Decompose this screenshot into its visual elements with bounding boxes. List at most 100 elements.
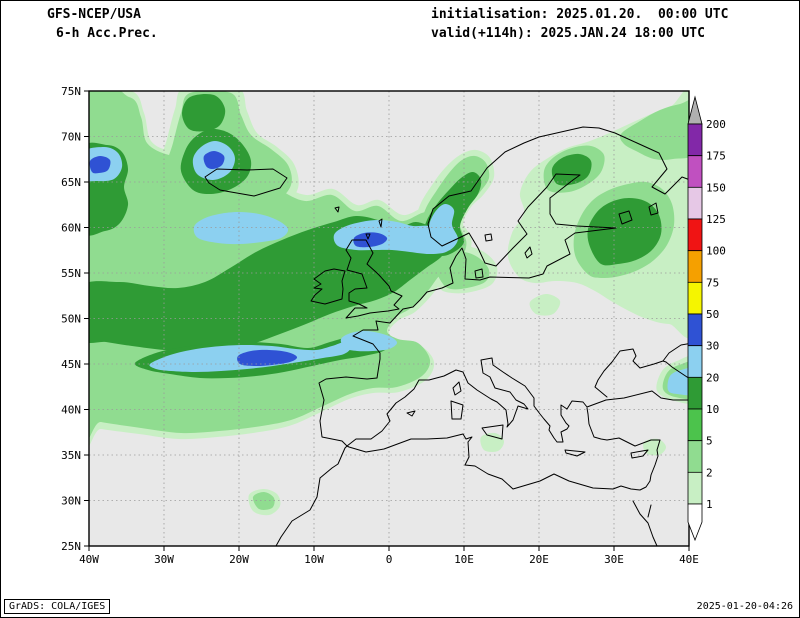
coastline bbox=[365, 233, 371, 240]
colorbar-label: 50 bbox=[706, 308, 719, 321]
lat-axis-label: 55N bbox=[61, 267, 81, 280]
lat-axis-label: 25N bbox=[61, 540, 81, 553]
colorbar-label: 30 bbox=[706, 340, 719, 353]
coastline bbox=[346, 357, 607, 447]
precip-region-royalblue bbox=[353, 232, 388, 248]
precip-region-royalblue bbox=[237, 349, 298, 367]
colorbar-segment bbox=[687, 123, 703, 157]
colorbar-segment bbox=[687, 376, 703, 410]
lon-axis-label: 30W bbox=[154, 553, 174, 566]
coastline bbox=[481, 424, 504, 440]
colorbar-label: 5 bbox=[706, 435, 713, 448]
grads-credit-stamp: GrADS: COLA/IGES bbox=[4, 599, 111, 614]
coastline bbox=[318, 126, 689, 447]
coastline-layer bbox=[204, 126, 689, 546]
coastline bbox=[450, 400, 464, 420]
colorbar-label: 200 bbox=[706, 118, 726, 131]
colorbar-label: 10 bbox=[706, 403, 719, 416]
lat-axis-label: 50N bbox=[61, 313, 81, 326]
lon-axis-label: 30E bbox=[604, 553, 624, 566]
lon-axis-label: 40W bbox=[79, 553, 99, 566]
coastline bbox=[524, 246, 533, 259]
lon-axis-label: 10E bbox=[454, 553, 474, 566]
colorbar-segment bbox=[687, 345, 703, 378]
coastline bbox=[648, 202, 659, 216]
colorbar-label: 2 bbox=[706, 466, 713, 479]
coastline bbox=[204, 168, 288, 197]
precip-region-light bbox=[619, 99, 689, 160]
colorbar-label: 20 bbox=[706, 371, 719, 384]
colorbar-overflow-arrow bbox=[687, 95, 703, 125]
colorbar-segment bbox=[687, 440, 703, 473]
creation-timestamp: 2025-01-20-04:26 bbox=[696, 601, 793, 612]
lat-axis-label: 40N bbox=[61, 404, 81, 417]
colorbar-segment bbox=[687, 250, 703, 283]
coastline bbox=[632, 500, 658, 546]
initialisation-label: initialisation: 2025.01.20. 00:00 UTC bbox=[431, 7, 729, 22]
model-title: GFS-NCEP/USA bbox=[47, 7, 141, 22]
colorbar-below-min bbox=[687, 503, 703, 542]
lon-axis-label: 10W bbox=[304, 553, 324, 566]
coastline bbox=[378, 218, 383, 228]
lat-axis-label: 65N bbox=[61, 176, 81, 189]
colorbar-label: 100 bbox=[706, 245, 726, 258]
coastline bbox=[345, 239, 403, 319]
lon-axis-label: 0 bbox=[386, 553, 393, 566]
colorbar-segment bbox=[687, 155, 703, 188]
colorbar-segment bbox=[687, 408, 703, 442]
grid-layer bbox=[89, 91, 689, 546]
precip-region-lightblue bbox=[428, 203, 459, 252]
colorbar-label: 175 bbox=[706, 150, 726, 163]
precip-region-lightblue bbox=[193, 212, 289, 245]
coastline bbox=[618, 210, 633, 225]
coastline bbox=[630, 449, 649, 459]
precip-region-dark bbox=[587, 198, 662, 266]
coastline bbox=[474, 268, 484, 279]
lat-axis-label: 30N bbox=[61, 495, 81, 508]
precip-region-dark bbox=[551, 153, 592, 186]
lat-axis-label: 35N bbox=[61, 449, 81, 462]
lat-axis-label: 70N bbox=[61, 131, 81, 144]
colorbar-segment bbox=[687, 186, 703, 220]
coastline bbox=[406, 410, 416, 417]
lon-axis-label: 20W bbox=[229, 553, 249, 566]
coastline bbox=[452, 381, 462, 396]
colorbar-segment bbox=[687, 313, 703, 347]
product-title: 6-h Acc.Prec. bbox=[56, 26, 158, 41]
lon-axis-label: 20E bbox=[529, 553, 549, 566]
lat-axis-label: 45N bbox=[61, 358, 81, 371]
lon-axis-label: 40E bbox=[679, 553, 699, 566]
lat-axis-label: 75N bbox=[61, 85, 81, 98]
colorbar-label: 1 bbox=[706, 498, 713, 511]
colorbar-label: 125 bbox=[706, 213, 726, 226]
lat-axis-label: 60N bbox=[61, 222, 81, 235]
coastline bbox=[484, 233, 493, 242]
colorbar-segment bbox=[687, 471, 703, 505]
tick-layer bbox=[84, 90, 690, 551]
precip-region-light bbox=[252, 491, 275, 510]
colorbar: 200 175 150 125 100 75 50 30 20 10 5 2 1 bbox=[687, 95, 726, 542]
coastline bbox=[647, 504, 652, 518]
precip-region-lightblue bbox=[340, 331, 398, 352]
coastline bbox=[334, 206, 340, 213]
coastline bbox=[594, 343, 689, 398]
coastline bbox=[310, 268, 346, 305]
coastline bbox=[275, 407, 661, 546]
coastline bbox=[564, 449, 586, 457]
coastline bbox=[662, 360, 689, 379]
precipitation-layer bbox=[89, 91, 689, 516]
colorbar-segment bbox=[687, 281, 703, 315]
colorbar-label: 150 bbox=[706, 181, 726, 194]
precip-region-royalblue bbox=[89, 155, 111, 174]
coastline bbox=[605, 390, 689, 401]
precip-region-dark bbox=[181, 93, 226, 132]
colorbar-segment bbox=[687, 218, 703, 252]
colorbar-label: 75 bbox=[706, 276, 719, 289]
valid-time-label: valid(+114h): 2025.JAN.24 18:00 UTC bbox=[431, 26, 705, 41]
precip-region-pale bbox=[643, 438, 667, 456]
precip-region-royalblue bbox=[203, 151, 225, 170]
precip-region-pale bbox=[529, 293, 561, 316]
